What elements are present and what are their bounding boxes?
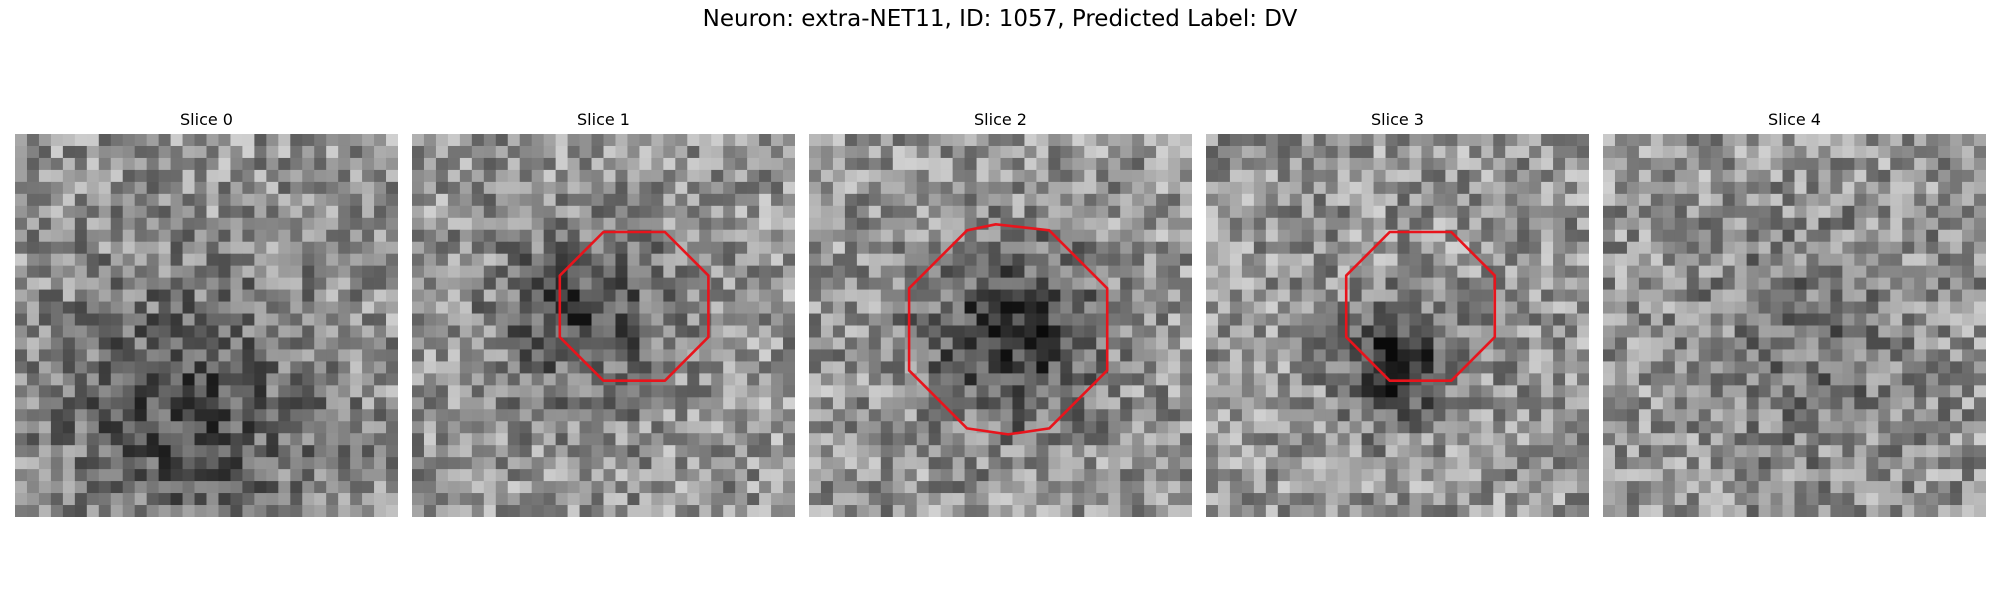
slice-image bbox=[809, 134, 1192, 517]
slice-image bbox=[412, 134, 795, 517]
slice-image bbox=[1206, 134, 1589, 517]
slice-panel-4: Slice 4 bbox=[1603, 110, 1986, 517]
figure-title: Neuron: extra-NET11, ID: 1057, Predicted… bbox=[0, 6, 2000, 32]
slice-title: Slice 4 bbox=[1603, 110, 1986, 134]
slice-image bbox=[1603, 134, 1986, 517]
slice-panel-1: Slice 1 bbox=[412, 110, 795, 517]
slice-panel-3: Slice 3 bbox=[1206, 110, 1589, 517]
slice-panel-0: Slice 0 bbox=[15, 110, 398, 517]
slice-title: Slice 2 bbox=[809, 110, 1192, 134]
slice-title: Slice 3 bbox=[1206, 110, 1589, 134]
slice-panel-2: Slice 2 bbox=[809, 110, 1192, 517]
slice-title: Slice 1 bbox=[412, 110, 795, 134]
slice-image bbox=[15, 134, 398, 517]
slice-title: Slice 0 bbox=[15, 110, 398, 134]
